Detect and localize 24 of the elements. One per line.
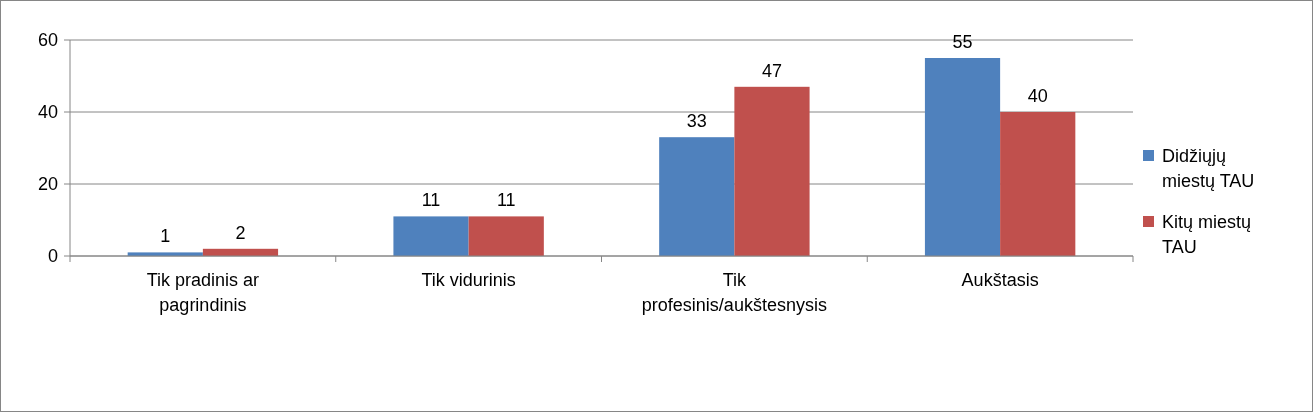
- data-label: 2: [235, 222, 246, 243]
- bar: [468, 216, 544, 256]
- x-tick-label: Tik pradinis ar pagrindinis: [146, 270, 260, 315]
- bar: [393, 216, 469, 256]
- x-tick-label: Tik vidurinis: [421, 270, 516, 290]
- data-label: 33: [686, 111, 707, 132]
- data-label: 11: [496, 190, 516, 211]
- bar: [659, 137, 735, 256]
- legend-label: Didžiųjų miestų TAU: [1162, 146, 1255, 191]
- y-tick-label: 60: [37, 30, 58, 51]
- bar: [734, 86, 810, 256]
- x-tick-label: Tik profesinis/aukštesnysis: [641, 270, 827, 315]
- data-label: 55: [952, 32, 973, 52]
- data-label: 1: [160, 226, 171, 247]
- data-label: 47: [761, 60, 782, 81]
- legend-label: Kitų miestų TAU: [1162, 212, 1252, 257]
- y-tick-label: 20: [37, 174, 58, 195]
- data-label: 11: [421, 190, 441, 211]
- bar: [924, 58, 1001, 256]
- x-tick-label: Aukštasis: [961, 270, 1039, 290]
- y-tick-label: 0: [47, 246, 58, 267]
- bar: [1000, 112, 1076, 256]
- y-tick-label: 40: [37, 102, 58, 123]
- data-label: 40: [1027, 86, 1048, 106]
